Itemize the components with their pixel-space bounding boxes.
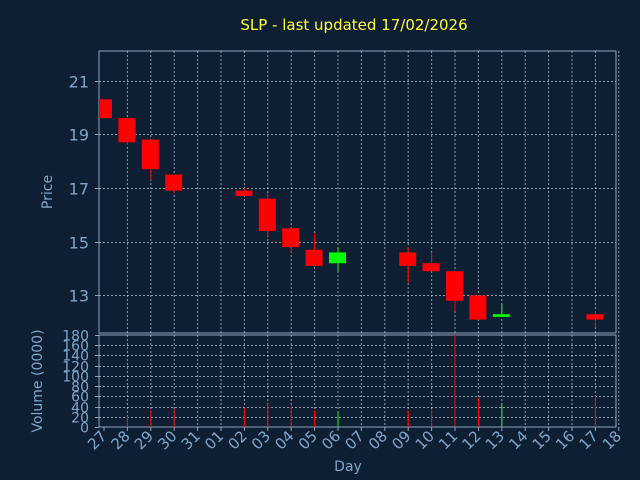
x-tick-label: 17 [575,427,601,453]
candle-body [446,271,463,301]
x-tick-label: 31 [178,427,204,453]
candle [492,303,510,317]
x-tick-label: 16 [552,427,578,453]
candle-body [141,139,159,170]
chart-title: SLP - last updated 17/02/2026 [240,16,467,34]
volume-tick-label: 80 [71,380,89,396]
volume-tick-label: 20 [71,411,89,427]
candle [118,118,136,145]
candle-body [586,314,604,320]
volume-bars [126,335,596,427]
x-tick-label: 02 [224,427,250,453]
volume-tick-label: 140 [62,349,89,365]
volume-tick-label: 60 [71,390,89,406]
candle [586,311,604,328]
volume-tick-label: 120 [62,360,89,376]
candle-body [492,314,510,317]
candle [329,247,346,272]
candle [258,193,276,237]
x-tick-label: 03 [248,427,274,453]
x-tick-label: 01 [201,427,227,453]
price-tick-label: 19 [69,126,89,145]
x-tick-label: 05 [295,427,321,453]
candle-body [469,295,487,320]
candle [446,271,463,312]
candle-body [282,228,300,248]
volume-panel-frame [98,334,617,428]
candle-body [329,252,346,264]
volume-tick-label: 40 [71,401,89,417]
x-tick-label: 14 [505,427,531,453]
price-tick-label: 13 [69,287,89,306]
volume-tick-label: 160 [62,339,89,355]
candle [422,252,440,272]
candle [235,187,253,197]
x-tick-label: 11 [435,427,461,453]
candle-body [399,252,417,266]
candle-body [235,190,253,197]
x-tick-label: 18 [599,427,625,453]
x-tick-label: 28 [107,427,133,453]
candle-body [258,198,276,231]
candle-body [99,99,112,119]
x-axis-ticks: 2728293031010203040506070809101112131415… [84,427,625,453]
candle [305,233,323,266]
x-tick-label: 29 [131,427,157,453]
candles [99,99,604,328]
candle [282,228,300,253]
candle-body [305,249,323,266]
price-tick-label: 17 [69,180,89,199]
x-tick-label: 08 [365,427,391,453]
candle-body [165,174,183,191]
x-tick-label: 07 [341,427,367,453]
x-tick-label: 15 [529,427,555,453]
candle [469,295,487,320]
volume-tick-label: 100 [62,370,89,386]
x-tick-label: 09 [388,427,414,453]
x-tick-label: 06 [318,427,344,453]
x-tick-label: 12 [458,427,484,453]
candle [141,139,159,180]
candle-body [422,263,440,272]
x-tick-label: 04 [271,427,297,453]
x-axis-label: Day [334,459,362,475]
price-axis-ticks: 13 15 17 19 21 [69,73,99,306]
volume-tick-label: 180 [62,329,89,345]
x-tick-label: 13 [482,427,508,453]
candle [399,247,417,282]
volume-tick-label: 0 [80,421,89,437]
x-tick-label: 30 [154,427,180,453]
price-tick-label: 21 [69,73,89,92]
price-axis-label: Price [40,175,56,209]
volume-axis-label: Volume (0000) [30,329,46,432]
candle [99,99,112,119]
x-tick-label: 10 [412,427,438,453]
candle [165,174,183,194]
price-tick-label: 15 [69,234,89,253]
price-panel-frame [98,50,617,334]
grid [99,51,620,427]
candle-body [118,118,136,143]
